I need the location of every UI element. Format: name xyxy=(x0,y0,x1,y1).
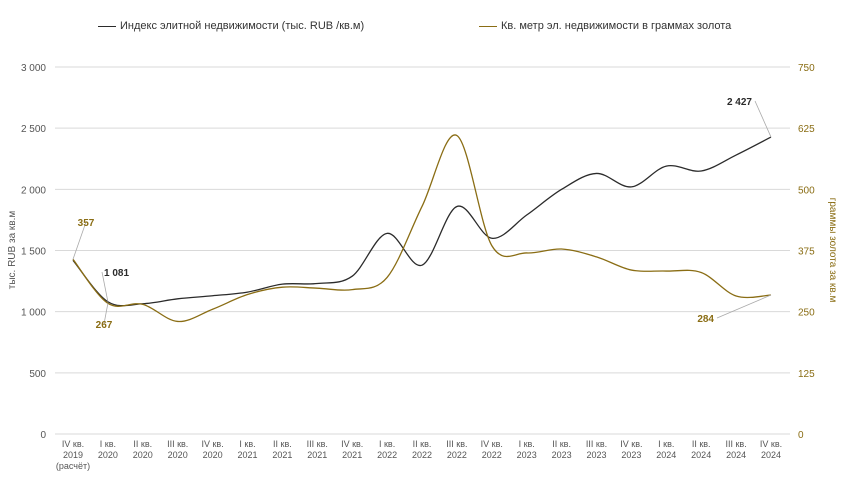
y-left-tick-label: 0 xyxy=(40,430,46,441)
y-right-tick-label: 0 xyxy=(798,430,804,441)
x-tick-label: I кв. xyxy=(658,439,674,449)
x-tick-label: 2024 xyxy=(691,450,711,460)
data-label: 1 081 xyxy=(104,268,129,279)
x-tick-label: 2021 xyxy=(272,450,292,460)
y-right-tick-label: 250 xyxy=(798,308,815,319)
legend-label-index: Индекс элитной недвижимости (тыс. RUB /к… xyxy=(120,20,365,32)
y-left-tick-label: 3 000 xyxy=(21,63,46,74)
x-tick-label: IV кв. xyxy=(620,439,642,449)
x-tick-label: 2023 xyxy=(552,450,572,460)
y-right-tick-label: 750 xyxy=(798,63,815,74)
annotation-leader xyxy=(754,100,772,138)
x-tick-label: III кв. xyxy=(725,439,746,449)
x-tick-label: II кв. xyxy=(133,439,152,449)
x-tick-label: III кв. xyxy=(167,439,188,449)
x-tick-label: II кв. xyxy=(273,439,292,449)
x-tick-label: 2022 xyxy=(482,450,502,460)
y-left-tick-label: 2 000 xyxy=(21,185,46,196)
y-right-axis-label: граммы золота за кв.м xyxy=(827,198,838,303)
y-right-tick-label: 375 xyxy=(798,247,815,258)
x-tick-label: 2020 xyxy=(98,450,118,460)
legend-swatch-gold xyxy=(479,25,497,27)
x-tick-label: II кв. xyxy=(413,439,432,449)
x-tick-label: 2021 xyxy=(307,450,327,460)
annotation-leader xyxy=(716,294,772,319)
x-tick-label: II кв. xyxy=(692,439,711,449)
x-tick-label: III кв. xyxy=(307,439,328,449)
y-left-tick-label: 1 000 xyxy=(21,308,46,319)
y-right-tick-label: 500 xyxy=(798,185,815,196)
y-left-tick-label: 2 500 xyxy=(21,124,46,135)
x-tick-label: 2024 xyxy=(726,450,746,460)
y-right-tick-label: 625 xyxy=(798,124,815,135)
x-tick-label: IV кв. xyxy=(341,439,363,449)
legend-swatch-dark xyxy=(98,25,116,27)
x-tick-label: 2021 xyxy=(237,450,257,460)
x-tick-label: 2022 xyxy=(377,450,397,460)
x-tick-label: IV кв. xyxy=(62,439,84,449)
data-label: 2 427 xyxy=(727,97,752,108)
x-tick-label: I кв. xyxy=(100,439,116,449)
y-right-tick-label: 125 xyxy=(798,369,815,380)
x-tick-label: 2022 xyxy=(447,450,467,460)
x-tick-label: 2023 xyxy=(586,450,606,460)
x-tick-label: 2019 xyxy=(63,450,83,460)
y-left-tick-label: 500 xyxy=(29,369,46,380)
data-label: 357 xyxy=(78,218,95,229)
y-left-tick-label: 1 500 xyxy=(21,247,46,258)
x-tick-label: 2024 xyxy=(656,450,676,460)
series-line-gold xyxy=(72,134,772,323)
legend-series-1: Индекс элитной недвижимости (тыс. RUB /к… xyxy=(98,20,364,32)
x-tick-label: 2021 xyxy=(342,450,362,460)
x-tick-label: 2022 xyxy=(412,450,432,460)
x-tick-label: I кв. xyxy=(239,439,255,449)
x-tick-label: II кв. xyxy=(552,439,571,449)
annotation-leader xyxy=(101,271,109,302)
x-tick-label: I кв. xyxy=(379,439,395,449)
legend-label-gold: Кв. метр эл. недвижимости в граммах золо… xyxy=(501,20,732,32)
x-tick-label: IV кв. xyxy=(760,439,782,449)
x-tick-label: 2020 xyxy=(203,450,223,460)
x-tick-label: I кв. xyxy=(519,439,535,449)
x-tick-label: IV кв. xyxy=(481,439,503,449)
x-tick-label: 2020 xyxy=(168,450,188,460)
legend-series-2: Кв. метр эл. недвижимости в граммах золо… xyxy=(479,20,731,32)
x-tick-label: 2023 xyxy=(621,450,641,460)
x-tick-label: (расчёт) xyxy=(56,461,90,471)
x-tick-label: 2023 xyxy=(517,450,537,460)
data-label: 267 xyxy=(96,320,113,331)
x-tick-label: III кв. xyxy=(446,439,467,449)
y-left-axis-label: тыс. RUB за кв.м xyxy=(7,211,18,290)
series-line-index xyxy=(72,136,772,307)
annotation-leader xyxy=(103,303,109,325)
x-tick-label: IV кв. xyxy=(201,439,223,449)
x-tick-label: 2020 xyxy=(133,450,153,460)
data-label: 284 xyxy=(697,314,714,325)
x-tick-label: 2024 xyxy=(761,450,781,460)
x-tick-label: III кв. xyxy=(586,439,607,449)
annotation-leader xyxy=(72,221,87,260)
